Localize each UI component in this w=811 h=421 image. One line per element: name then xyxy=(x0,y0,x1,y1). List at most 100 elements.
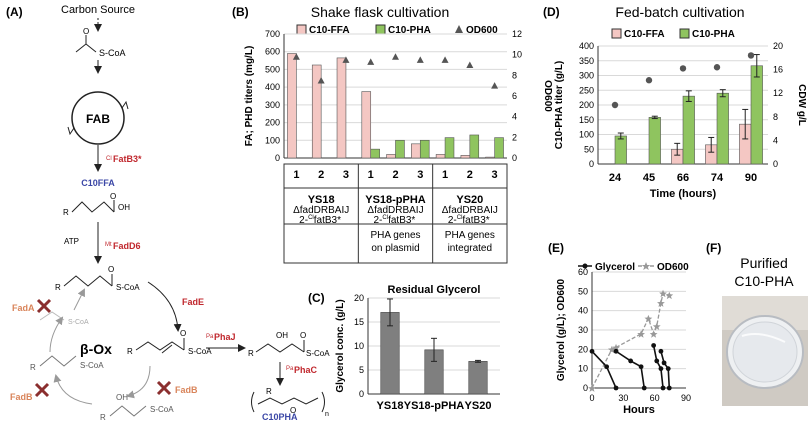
chart-title: Fed-batch cultivation xyxy=(615,4,744,20)
phenotype-line2: on plasmid xyxy=(371,243,419,254)
y-axis-label: FA; PHD titers (mg/L) xyxy=(244,46,255,147)
fatb-superscript: Cl xyxy=(106,156,112,162)
marker-od600 xyxy=(292,53,300,60)
bar-glycerol xyxy=(468,361,488,395)
y2-tick-label: 8 xyxy=(512,70,517,80)
genotype-line2: 2-ClfatB3* xyxy=(448,215,490,226)
y-tick-label: 350 xyxy=(579,56,594,66)
genotype-gene: fatB3* xyxy=(314,215,341,226)
fab-cycle-arrowhead xyxy=(121,100,129,110)
legend-marker-glycerol xyxy=(582,263,588,269)
bar-c10-pha xyxy=(494,137,504,159)
fab-cycle-arrowhead-2 xyxy=(67,126,75,136)
fadb-arrow-right xyxy=(126,365,151,399)
x-tick-label: 2 xyxy=(467,169,473,181)
fadb-label-left: FadB xyxy=(10,392,33,402)
panel-e-label: (E) xyxy=(548,241,564,255)
x-tick-label: 3 xyxy=(343,169,349,181)
legend-marker-od600 xyxy=(455,25,463,33)
strain-name: YS18-pPHA xyxy=(365,194,426,206)
marker-glycerol xyxy=(661,360,667,366)
ffa-r: R xyxy=(63,208,69,217)
hydroxyacyl-r: R xyxy=(100,413,106,421)
panel-f-label: (F) xyxy=(706,241,721,255)
fade-label: FadE xyxy=(182,297,204,307)
genotype-gene: fatB3* xyxy=(388,215,415,226)
atp-label: ATP xyxy=(64,237,79,246)
legend-label-c10-ffa: C10-FFA xyxy=(624,29,665,40)
marker-glycerol xyxy=(651,343,657,348)
legend-marker-od600 xyxy=(641,262,651,270)
ketoacyl-scoa: S-CoA xyxy=(80,361,104,370)
bar-c10-ffa xyxy=(311,64,322,159)
bar-c10-ffa xyxy=(287,53,297,159)
y2-tick-label: 12 xyxy=(773,88,783,98)
marker-od600 xyxy=(588,384,596,392)
c10ffa-label: C10FFA xyxy=(81,178,115,188)
legend-label-c10-pha: C10-PHA xyxy=(692,29,735,40)
marker-glycerol xyxy=(604,364,610,370)
enoyl-coa-structure xyxy=(135,341,185,351)
y-tick-label: 40 xyxy=(578,306,588,316)
fab-label: FAB xyxy=(86,112,110,126)
x-tick-label: 90 xyxy=(745,172,757,184)
c10pha-label: C10PHA xyxy=(262,412,298,421)
legend-swatch-c10-ffa xyxy=(296,24,307,35)
line-glycerol xyxy=(652,345,664,389)
bar-c10-ffa xyxy=(435,154,446,159)
marker-glycerol xyxy=(589,348,595,354)
y-tick-label: 200 xyxy=(265,118,280,128)
marker-od600 xyxy=(657,299,665,307)
bar-c10-pha xyxy=(370,148,380,159)
marker-cdw xyxy=(611,101,619,109)
acyl-coa-structure xyxy=(63,275,113,287)
genotype-line1: ΔfadDRBAIJ xyxy=(367,205,423,216)
marker-glycerol xyxy=(654,358,660,364)
panel-a-label: (A) xyxy=(6,5,23,19)
bar-c10-pha xyxy=(648,117,661,165)
bar-c10-pha xyxy=(395,139,405,159)
y-tick-label: 15 xyxy=(354,317,364,327)
panel-e: (E) Glycerol OD600 0 10 20 30 40 50 60 0 30 60 90 Gly… xyxy=(548,241,691,416)
genotype-superscript: Cl xyxy=(457,215,463,221)
marker-cdw xyxy=(679,65,687,72)
y-tick-label: 300 xyxy=(579,71,594,81)
enoyl-double-bond xyxy=(161,344,173,354)
enoyl-scoa: S-CoA xyxy=(188,347,212,356)
product-scoa: S-CoA xyxy=(306,349,330,358)
genotype-prefix: 2- xyxy=(448,215,457,226)
phenotype-line2: integrated xyxy=(448,243,492,254)
acetyl-faded-scoa: S-CoA xyxy=(68,319,89,326)
ffa-structure xyxy=(71,201,115,213)
panel-b: (B) Shake flask cultivation C10-FFA C10-PH… xyxy=(232,4,553,264)
phac-enzyme: PhaC xyxy=(294,365,318,375)
bar-c10-pha xyxy=(469,134,480,159)
marker-od600 xyxy=(644,314,653,323)
legend-swatch-c10-pha xyxy=(679,28,690,39)
acyl-coa-o: O xyxy=(108,265,114,274)
pha-n: n xyxy=(325,411,329,418)
x-tick-label: 1 xyxy=(442,169,448,181)
x-tick-label: 74 xyxy=(711,172,724,184)
y-tick-label: 0 xyxy=(275,153,280,163)
strain-table-frame xyxy=(283,163,508,264)
marker-od600 xyxy=(637,330,645,338)
y-tick-label: 600 xyxy=(265,47,280,57)
marker-glycerol xyxy=(638,364,644,370)
legend-label-glycerol: Glycerol xyxy=(595,262,635,273)
fadb-arrow-left xyxy=(53,374,93,405)
bar-c10-pha xyxy=(419,139,430,159)
bar-c10-ffa xyxy=(460,155,471,159)
pha-photo-glare xyxy=(741,333,786,343)
phaj-enzyme: PhaJ xyxy=(214,332,236,342)
pha-r: R xyxy=(266,387,272,396)
legend-label-c10-pha: C10-PHA xyxy=(388,25,431,36)
bar-c10-pha xyxy=(614,135,627,165)
y2-tick-label: 4 xyxy=(773,135,778,145)
x-tick-label: 0 xyxy=(589,393,594,403)
marker-glycerol xyxy=(666,385,672,391)
marker-od600 xyxy=(652,322,661,331)
y2-axis-label: CDW g/L xyxy=(796,84,807,126)
y-tick-label: 250 xyxy=(579,85,594,95)
panel-f: (F) Purified C10-PHA xyxy=(706,241,808,406)
